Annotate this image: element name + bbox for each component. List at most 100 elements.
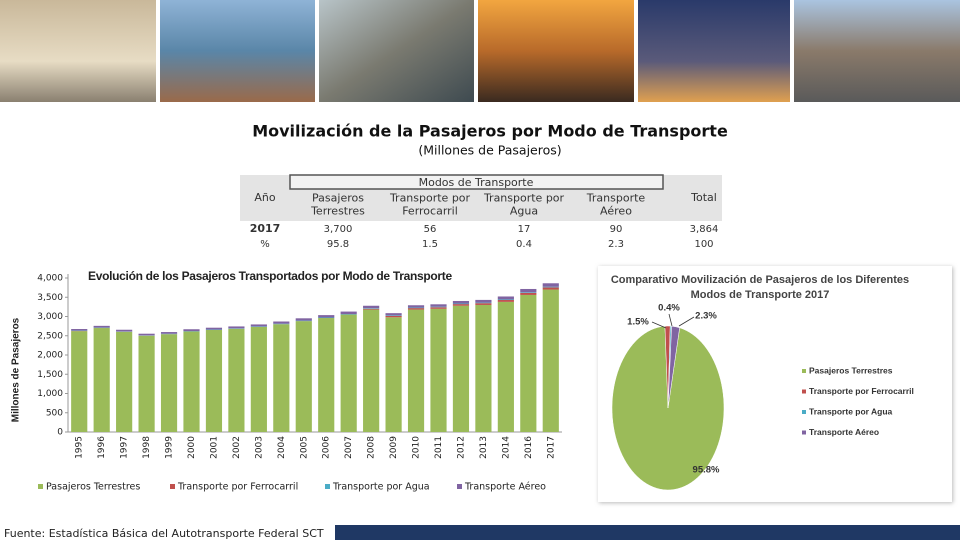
y-tick-label: 500 (46, 408, 63, 418)
x-tick-label: 1995 (75, 436, 85, 459)
bar-segment (543, 290, 559, 432)
bar-segment (273, 322, 289, 324)
bar-segment (318, 318, 334, 432)
bar-segment (475, 300, 491, 303)
legend-swatch (325, 484, 330, 489)
x-tick-label: 1998 (142, 436, 152, 459)
x-tick-label: 2005 (299, 436, 309, 459)
pie-legend-label: Pasajeros Terrestres (809, 365, 893, 375)
pie-legend-label: Transporte por Agua (809, 406, 893, 416)
y-tick-label: 0 (57, 428, 63, 438)
photo-port (160, 0, 315, 102)
photo-road (319, 0, 474, 102)
bar-segment (386, 317, 402, 432)
bar-segment (183, 332, 199, 432)
x-tick-label: 2000 (187, 436, 197, 459)
x-tick-label: 1996 (97, 436, 107, 459)
table-cell: 90 (610, 224, 623, 235)
x-tick-label: 2004 (277, 436, 287, 459)
pie-legend-swatch (802, 431, 806, 435)
bar-segment (386, 313, 402, 315)
y-tick-label: 3,000 (37, 312, 63, 322)
bar-segment (251, 324, 267, 326)
pie-label: 2.3% (695, 311, 717, 322)
y-tick-label: 1,000 (37, 389, 63, 399)
pie-legend-swatch (802, 410, 806, 414)
legend-label: Transporte por Ferrocarril (177, 482, 298, 493)
bar-segment (386, 315, 402, 316)
pie-legend-label: Transporte Aéreo (809, 427, 879, 437)
bar-segment (161, 334, 177, 432)
bar-segment (71, 331, 87, 432)
pie-legend-swatch (802, 390, 806, 394)
table-header: Año (254, 191, 275, 204)
x-tick-label: 2010 (412, 436, 422, 459)
bar-segment (475, 303, 491, 305)
pie-legend-label: Transporte por Ferrocarril (809, 386, 914, 396)
x-tick-label: 2002 (232, 436, 242, 459)
table-cell: 17 (518, 224, 531, 235)
bar-segment (430, 309, 446, 432)
bar-segment (71, 329, 87, 331)
bar-segment (228, 329, 244, 432)
y-tick-label: 4,000 (37, 274, 63, 284)
pie-title: Comparativo Movilización de Pasajeros de… (611, 274, 909, 286)
bar-segment (408, 305, 424, 307)
bar-segment (228, 326, 244, 328)
bar-segment (363, 308, 379, 309)
bar-segment (498, 299, 514, 300)
table-cell: 0.4 (516, 239, 532, 250)
bar-segment (430, 307, 446, 308)
x-tick-label: 2003 (254, 436, 264, 459)
pie-title: Modos de Transporte 2017 (691, 289, 830, 301)
x-tick-label: 2008 (367, 436, 377, 459)
bar-segment (520, 289, 536, 292)
x-tick-label: 2006 (322, 436, 332, 459)
bar-segment (543, 287, 559, 288)
legend-swatch (170, 484, 175, 489)
photo-airport (638, 0, 790, 102)
bar-segment (183, 329, 199, 331)
bar-segment (453, 304, 469, 305)
bar-segment (251, 327, 267, 432)
chart-title: Evolución de los Pasajeros Transportados… (88, 269, 452, 283)
bar-segment (475, 305, 491, 432)
bar-segment (161, 332, 177, 334)
bar-segment (543, 283, 559, 286)
bar-segment (520, 295, 536, 432)
bar-segment (341, 312, 357, 314)
table-cell: 56 (424, 224, 437, 235)
legend-label: Transporte Aéreo (464, 482, 546, 493)
bar-segment (386, 316, 402, 317)
table-cell: 95.8 (327, 239, 349, 250)
bar-segment (273, 324, 289, 432)
bar-segment (363, 310, 379, 432)
y-tick-label: 3,500 (37, 293, 63, 303)
x-tick-label: 1999 (165, 436, 175, 459)
bar-segment (543, 287, 559, 289)
photo-airplane (0, 0, 156, 102)
y-tick-label: 2,000 (37, 351, 63, 361)
bar-segment (206, 328, 222, 330)
bar-segment (520, 293, 536, 295)
x-tick-label: 2014 (501, 436, 511, 459)
table-cell: 3,864 (690, 224, 719, 235)
x-tick-label: 2009 (389, 436, 399, 459)
x-tick-label: 2013 (479, 436, 489, 459)
table-cell: 2017 (250, 222, 281, 235)
group-header: Modos de Transporte (419, 176, 534, 189)
bar-segment (206, 330, 222, 432)
bar-segment (363, 306, 379, 309)
table-cell: 100 (694, 239, 713, 250)
subtitle: (Millones de Pasajeros) (418, 143, 561, 158)
source: Fuente: Estadística Básica del Autotrans… (4, 527, 324, 540)
bar-segment (453, 304, 469, 306)
bar-segment (498, 302, 514, 432)
legend-label: Pasajeros Terrestres (46, 482, 140, 493)
pie-label: 95.8% (693, 465, 720, 476)
y-axis-label: Millones de Pasajeros (11, 317, 22, 422)
bar-segment (363, 309, 379, 310)
x-tick-label: 2007 (344, 436, 354, 459)
